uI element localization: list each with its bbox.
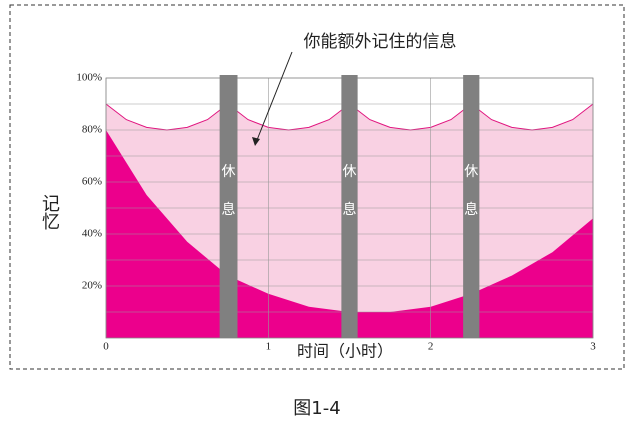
rest-label: 休 (343, 164, 357, 180)
plot: 20% 40% 60% 80% 100% 0 1 2 3 休息 休息 休息 (76, 72, 596, 353)
rest-bar (463, 75, 480, 338)
rest-bar (219, 75, 238, 338)
annotation: 你能额外记住的信息 (304, 32, 457, 52)
caption: 图1-4 (293, 398, 340, 419)
rest-bar (341, 75, 358, 338)
frame (9, 4, 625, 370)
y-tick-label: 80% (82, 124, 102, 136)
x-tick-label: 2 (428, 341, 434, 353)
rest-label: 息 (343, 201, 357, 218)
rest-label: 休 (222, 164, 236, 180)
annotation-arrow (256, 51, 293, 141)
y-axis-label: 记忆 (39, 194, 60, 230)
y-tick-label: 100% (76, 72, 102, 84)
arrow-head (252, 137, 260, 146)
x-tick-label: 0 (103, 341, 109, 353)
y-tick-label: 20% (82, 280, 102, 292)
x-axis-label: 时间（小时） (297, 342, 393, 361)
x-tick-label: 1 (266, 341, 272, 353)
rest-label: 休 (464, 164, 478, 180)
x-tick-label: 3 (590, 341, 596, 353)
rest-label: 息 (464, 201, 478, 218)
y-tick-label: 60% (82, 176, 102, 188)
rest-label: 息 (222, 201, 236, 218)
y-tick-label: 40% (82, 228, 102, 240)
